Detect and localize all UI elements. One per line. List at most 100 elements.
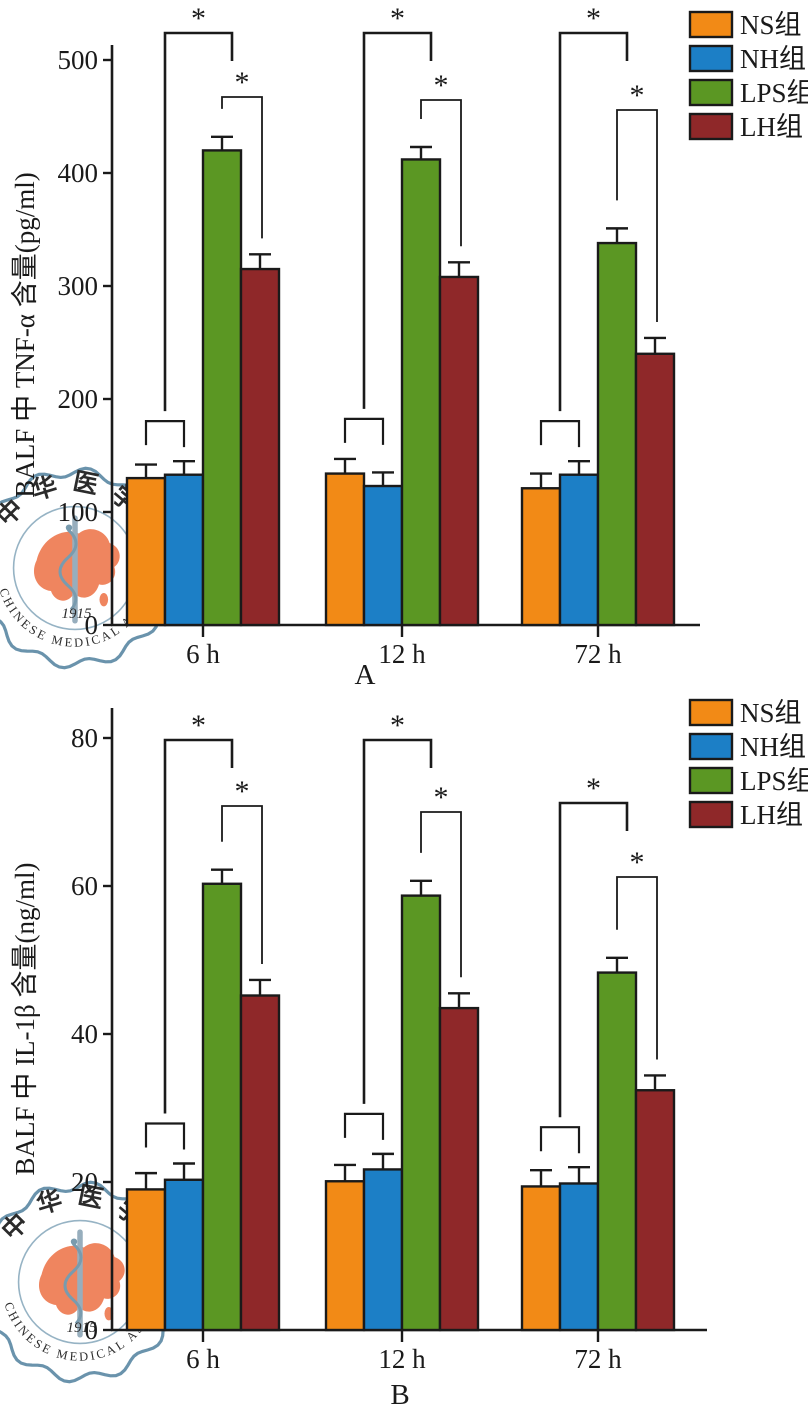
y-tick-label: 400: [58, 158, 99, 188]
bars: [125, 135, 676, 627]
bracket-ns-nh: [144, 1122, 186, 1150]
legend-swatch-LH组: [688, 112, 734, 141]
legend-label: NH组: [740, 44, 806, 74]
bracket-nsnh-lps: [558, 31, 629, 412]
significance-brackets: * * * * * *: [144, 2, 658, 448]
bracket-nsnh-lps: [362, 738, 433, 1104]
bracket-ns-nh: [539, 1126, 581, 1154]
bar-LPS组-12 h: [400, 894, 442, 1332]
y-tick-label: 0: [85, 610, 99, 640]
bar-LH组-12 h: [438, 275, 480, 627]
bracket-ns-nh: [144, 420, 186, 448]
significance-star: *: [434, 69, 449, 102]
significance-star: *: [390, 709, 405, 742]
axes: 0 20 40 60 80 BALF 中 IL-1β 含量(ng/ml) 6 h 12 h 72…: [10, 708, 707, 1374]
legend-swatch-LPS组: [688, 78, 734, 107]
bracket-ns-nh: [343, 417, 385, 445]
bar-NS组-72 h: [520, 1185, 562, 1332]
bracket-ns-nh: [539, 420, 581, 448]
axes: 0 100 200 300 400 500 BALF 中 TNF-α 含量(pg/ml) 6 …: [10, 45, 700, 669]
x-tick-label: 12 h: [378, 639, 426, 669]
significance-brackets: * * * * * *: [144, 709, 658, 1154]
legend-label: LH组: [740, 112, 803, 142]
bracket-lps-lh: [616, 109, 658, 322]
bracket-lps-lh: [221, 96, 263, 239]
bracket-ns-nh: [343, 1112, 385, 1140]
seal-year: 1915: [67, 1320, 98, 1336]
significance-star: *: [235, 775, 250, 808]
bar-LPS组-12 h: [400, 158, 442, 627]
x-tick-label: 6 h: [186, 1344, 220, 1374]
y-tick-label: 40: [71, 1019, 98, 1049]
bracket-lps-lh: [221, 805, 263, 964]
legend-swatch-NS组: [688, 10, 734, 39]
bracket-nsnh-lps: [558, 801, 629, 1118]
seal-snake-head: [65, 524, 73, 531]
legend-swatch-LH组: [688, 800, 734, 829]
y-tick-label: 300: [58, 271, 99, 301]
seal-island: [99, 592, 109, 607]
legend-label: LH组: [740, 800, 803, 830]
bar-LPS组-72 h: [596, 241, 638, 627]
legend-label: NH组: [740, 732, 806, 762]
x-tick-label: 72 h: [574, 1344, 622, 1374]
bar-NS组-12 h: [324, 472, 366, 627]
legend: NS组 NH组 LPS组 LH组: [688, 10, 808, 142]
y-tick-label: 20: [71, 1167, 98, 1197]
bar-NS组-12 h: [324, 1180, 366, 1332]
bar-LH组-72 h: [634, 1089, 676, 1332]
y-tick-label: 200: [58, 384, 99, 414]
x-tick-label: 72 h: [574, 639, 622, 669]
bracket-lps-lh: [420, 99, 462, 247]
bracket-lps-lh: [616, 876, 658, 1060]
seal-snake: [58, 528, 78, 611]
y-axis-title: BALF 中 IL-1β 含量(ng/ml): [10, 863, 40, 1176]
significance-star: *: [191, 2, 206, 35]
legend-swatch-NS组: [688, 698, 734, 727]
legend-label: NS组: [740, 10, 802, 40]
panel-B: 中华医学CHINESE MEDICAL ASSOCIA1915020406080…: [0, 698, 808, 1411]
significance-star: *: [390, 2, 405, 35]
bar-LPS组-72 h: [596, 971, 638, 1332]
bracket-nsnh-lps: [163, 738, 234, 1114]
x-tick-label: 6 h: [186, 639, 220, 669]
y-tick-label: 60: [71, 871, 98, 901]
x-tick-label: 12 h: [378, 1344, 426, 1374]
significance-star: *: [630, 79, 645, 112]
legend-label: LPS组: [740, 78, 808, 108]
bar-NH组-6 h: [163, 473, 205, 627]
bar-LH组-6 h: [239, 267, 281, 627]
bar-NH组-12 h: [362, 1168, 404, 1332]
legend-label: NS组: [740, 698, 802, 728]
legend-swatch-LPS组: [688, 766, 734, 795]
bar-LH组-12 h: [438, 1006, 480, 1332]
y-tick-label: 100: [58, 497, 99, 527]
bar-NH组-6 h: [163, 1178, 205, 1332]
bracket-lps-lh: [420, 811, 462, 978]
panel-label-B: B: [390, 1379, 409, 1411]
bar-NH组-72 h: [558, 1182, 600, 1332]
panel-A: 中华医学CHINESE MEDICAL ASSOCIA1915010020030…: [0, 2, 808, 691]
y-tick-label: 0: [85, 1315, 99, 1345]
legend-label: LPS组: [740, 766, 808, 796]
bar-NS组-6 h: [125, 1188, 167, 1332]
bracket-nsnh-lps: [362, 31, 433, 409]
significance-star: *: [630, 846, 645, 879]
bar-LPS组-6 h: [201, 149, 243, 627]
bar-LPS组-6 h: [201, 882, 243, 1332]
bar-NS组-6 h: [125, 476, 167, 627]
y-tick-label: 500: [58, 45, 99, 75]
legend-swatch-NH组: [688, 732, 734, 761]
y-tick-label: 80: [71, 723, 98, 753]
bars: [125, 868, 676, 1332]
legend-swatch-NH组: [688, 44, 734, 73]
bar-NS组-72 h: [520, 487, 562, 627]
bar-LH组-6 h: [239, 994, 281, 1332]
seal-snake: [63, 1242, 83, 1325]
y-axis-title: BALF 中 TNF-α 含量(pg/ml): [10, 172, 40, 497]
significance-star: *: [191, 709, 206, 742]
panel-label-A: A: [355, 659, 376, 691]
seal-year: 1915: [62, 606, 92, 622]
